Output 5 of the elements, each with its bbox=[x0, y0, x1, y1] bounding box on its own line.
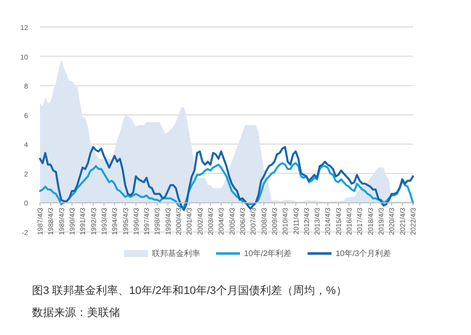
legend-label: 10年/2年利差 bbox=[244, 249, 292, 258]
legend-label: 10年/3个月利差 bbox=[336, 249, 392, 258]
legend-label: 联邦基金利率 bbox=[152, 249, 200, 258]
source-note: 数据来源：美联储 bbox=[32, 306, 120, 319]
text: 图3 联邦基金利率、10年/2年和10年/3个月国债利差（周均，%） bbox=[32, 284, 347, 297]
